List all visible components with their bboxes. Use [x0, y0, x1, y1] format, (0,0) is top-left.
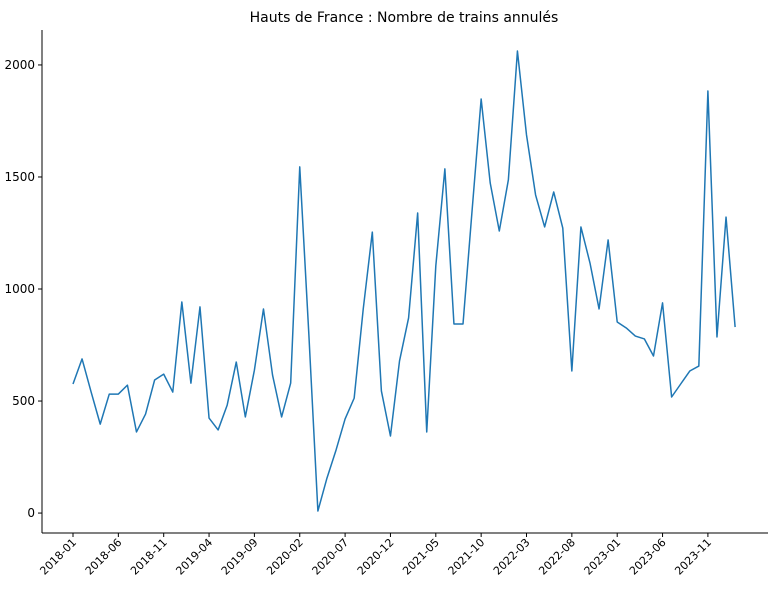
- x-tick-label: 2023-11: [672, 536, 714, 578]
- x-tick-label: 2022-08: [536, 536, 578, 578]
- x-tick-label: 2020-07: [310, 536, 352, 578]
- x-tick-label: 2020-12: [355, 536, 397, 578]
- x-tick-label: 2020-02: [264, 536, 306, 578]
- x-tick-label: 2019-09: [219, 536, 261, 578]
- x-tick-label: 2021-05: [400, 536, 442, 578]
- x-tick-label: 2021-10: [446, 536, 488, 578]
- chart-title: Hauts de France : Nombre de trains annul…: [250, 10, 559, 26]
- y-tick-label: 0: [27, 506, 35, 520]
- y-tick-label: 2000: [4, 58, 35, 72]
- data-line: [72, 50, 736, 512]
- x-tick-label: 2018-01: [37, 536, 79, 578]
- x-tick-label: 2023-01: [582, 536, 624, 578]
- x-tick-label: 2022-03: [491, 536, 533, 578]
- x-tick-label: 2019-04: [173, 536, 215, 578]
- y-tick-label: 1000: [4, 282, 35, 296]
- x-tick-label: 2018-11: [128, 536, 170, 578]
- x-tick-label: 2018-06: [83, 536, 125, 578]
- y-tick-label: 1500: [4, 170, 35, 184]
- y-tick-label: 500: [12, 394, 35, 408]
- x-tick-label: 2023-06: [627, 536, 669, 578]
